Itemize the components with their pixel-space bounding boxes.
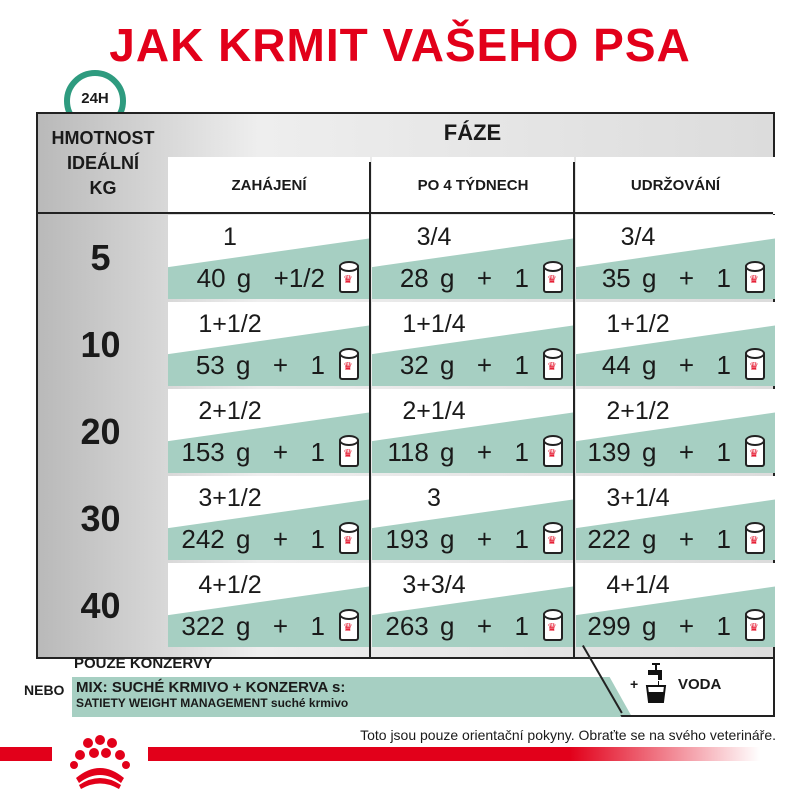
- dry-cups: 2+1/2: [606, 397, 670, 425]
- dry-cups: 1: [223, 223, 237, 251]
- wet-amount: 222 g + 1: [587, 524, 731, 554]
- weight-value: 10: [80, 324, 121, 365]
- can-icon: [745, 522, 765, 554]
- header-divider: [38, 212, 773, 214]
- can-icon: [745, 435, 765, 467]
- disclaimer: Toto jsou pouze orientační pokyny. Obrať…: [360, 727, 776, 743]
- only-cans-label: POUZE KONZERVY: [74, 655, 213, 672]
- can-icon: [339, 435, 359, 467]
- can-icon: [543, 522, 563, 554]
- brand-bar: [0, 747, 760, 761]
- column-divider: [573, 162, 575, 657]
- feeding-cell: 3+3/4 263 g + 1: [372, 563, 573, 647]
- dry-cups: 3+3/4: [402, 571, 466, 599]
- wet-amount: 40 g +1/2: [196, 263, 325, 293]
- wet-amount: 193 g + 1: [385, 524, 529, 554]
- dry-cups: 3: [427, 484, 441, 512]
- dry-cups: 1+1/2: [198, 310, 262, 338]
- weight-value: 30: [80, 498, 121, 539]
- can-icon: [543, 609, 563, 641]
- dry-cups: 3+1/4: [606, 484, 670, 512]
- can-icon: [543, 435, 563, 467]
- dry-cups: 3+1/2: [198, 484, 262, 512]
- dry-cups: 2+1/4: [402, 397, 466, 425]
- feeding-cell: 3/4 28 g + 1: [372, 215, 573, 299]
- feeding-cell: 4+1/4 299 g + 1: [576, 563, 775, 647]
- weight-header-line: KG: [89, 178, 117, 198]
- weight-header-line: HMOTNOST: [51, 128, 155, 148]
- column-header-maintenance: UDRŽOVÁNÍ: [576, 157, 775, 214]
- water-plus: +: [630, 676, 639, 692]
- dry-cups: 4+1/4: [606, 571, 670, 599]
- dry-cups: 1+1/2: [606, 310, 670, 338]
- wet-amount: 44 g + 1: [601, 350, 731, 380]
- feeding-cell: 3 193 g + 1: [372, 476, 573, 560]
- wet-amount: 139 g + 1: [587, 437, 731, 467]
- feeding-cell: 2+1/4 118 g + 1: [372, 389, 573, 473]
- or-label: NEBO: [24, 682, 65, 698]
- weight-value: 40: [80, 585, 121, 626]
- column-header-start: ZAHÁJENÍ: [168, 157, 370, 214]
- water-box: [583, 647, 775, 717]
- dry-cups: 3/4: [416, 223, 452, 251]
- can-icon: [543, 348, 563, 380]
- dry-cups: 1+1/4: [402, 310, 466, 338]
- water-label: VODA: [678, 676, 722, 693]
- page-title: JAK KRMIT VAŠEHO PSA: [109, 19, 691, 71]
- wet-amount: 28 g + 1: [399, 263, 529, 293]
- feeding-cell: 3/4 35 g + 1: [576, 215, 775, 299]
- can-icon: [339, 522, 359, 554]
- royal-canin-crown-logo: [52, 733, 148, 795]
- wet-amount: 118 g + 1: [387, 437, 529, 467]
- phase-header: FÁZE: [443, 120, 502, 145]
- water-tap-icon: [645, 663, 667, 703]
- feeding-cell: 1 40 g +1/2: [168, 215, 369, 299]
- wet-amount: 242 g + 1: [181, 524, 325, 554]
- wet-amount: 153 g + 1: [181, 437, 325, 467]
- can-icon: [745, 348, 765, 380]
- feeding-cell: 3+1/2 242 g + 1: [168, 476, 369, 560]
- can-icon: [339, 348, 359, 380]
- feeding-cell: 1+1/2 53 g + 1: [168, 302, 369, 386]
- mix-note: MIX: SUCHÉ KRMIVO + KONZERVA s: SATIETY …: [72, 677, 632, 717]
- weight-value: 20: [80, 411, 121, 452]
- feeding-table: HMOTNOST IDEÁLNÍ KG FÁZE ZAHÁJENÍ PO 4 T…: [36, 112, 775, 659]
- can-icon: [745, 609, 765, 641]
- dry-cups: 4+1/2: [198, 571, 262, 599]
- wet-amount: 53 g + 1: [195, 350, 325, 380]
- can-icon: [745, 261, 765, 293]
- weight-header: HMOTNOST IDEÁLNÍ KG: [38, 126, 168, 201]
- dry-cups: 3/4: [620, 223, 656, 251]
- can-icon: [543, 261, 563, 293]
- feeding-cell: 2+1/2 139 g + 1: [576, 389, 775, 473]
- can-icon: [339, 609, 359, 641]
- wet-amount: 322 g + 1: [181, 611, 325, 641]
- feeding-cell: 4+1/2 322 g + 1: [168, 563, 369, 647]
- can-icon: [339, 261, 359, 293]
- feeding-cell: 3+1/4 222 g + 1: [576, 476, 775, 560]
- clock-label: 24H: [81, 90, 109, 107]
- wet-amount: 35 g + 1: [601, 263, 731, 293]
- wet-amount: 299 g + 1: [587, 611, 731, 641]
- wet-amount: 32 g + 1: [399, 350, 529, 380]
- mix-line: MIX: SUCHÉ KRMIVO + KONZERVA s:: [76, 679, 346, 696]
- mix-line: SATIETY WEIGHT MANAGEMENT suché krmivo: [76, 696, 349, 710]
- column-header-4-weeks: PO 4 TÝDNECH: [372, 157, 574, 214]
- feeding-cell: 2+1/2 153 g + 1: [168, 389, 369, 473]
- wet-amount: 263 g + 1: [385, 611, 529, 641]
- dry-cups: 2+1/2: [198, 397, 262, 425]
- weight-value: 5: [90, 237, 111, 278]
- feeding-cell: 1+1/4 32 g + 1: [372, 302, 573, 386]
- weight-header-line: IDEÁLNÍ: [67, 153, 139, 173]
- column-divider: [369, 162, 371, 657]
- feeding-cell: 1+1/2 44 g + 1: [576, 302, 775, 386]
